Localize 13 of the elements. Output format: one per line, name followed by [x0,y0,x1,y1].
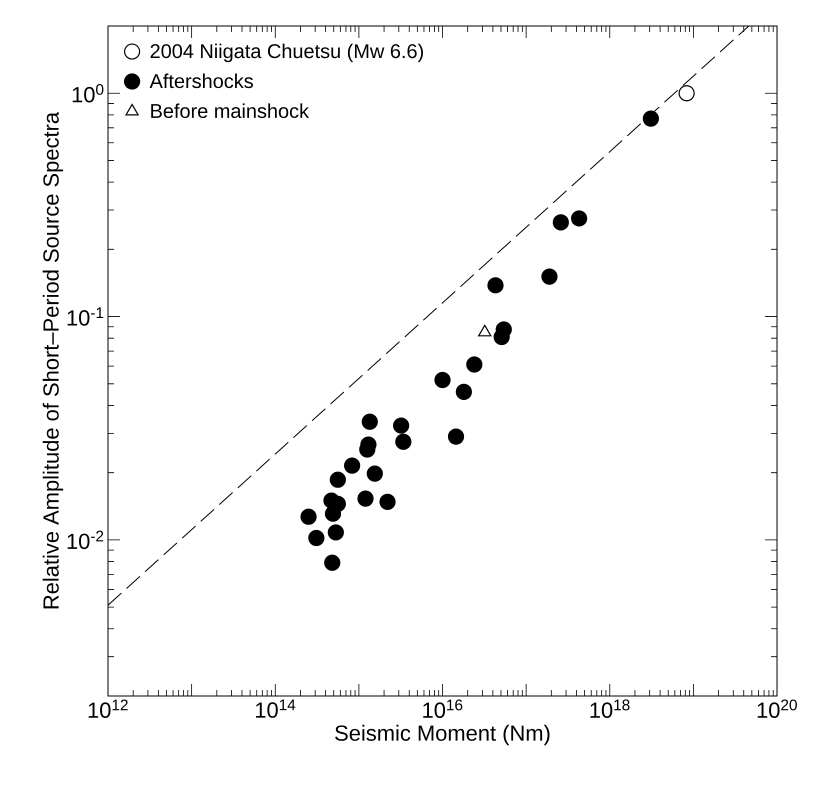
y-tick-label: 10$^{0}$ [72,84,104,102]
x-tick-label: 10$^{12}$ [88,700,128,718]
x-tick-label: 10$^{16}$ [423,700,462,718]
x-tick-label: 10$^{18}$ [590,700,630,718]
legend-label: Before mainshock [151,103,310,118]
y-axis-title: Relative Amplitude of Short–Period Source Spectra [42,112,64,608]
legend-label: Aftershocks [150,74,253,88]
legend-label: 2004 Niigata Chuetsu (Mw 6.6) [150,44,423,62]
y-tick-label: 10$^{-1}$ [68,307,104,326]
x-axis-title: Seismic Moment (Nm) [335,724,550,746]
y-tick-label: 10$^{-2}$ [68,530,104,550]
x-tick-label: 10$^{20}$ [758,700,797,718]
x-tick-label: 10$^{14}$ [256,700,296,718]
